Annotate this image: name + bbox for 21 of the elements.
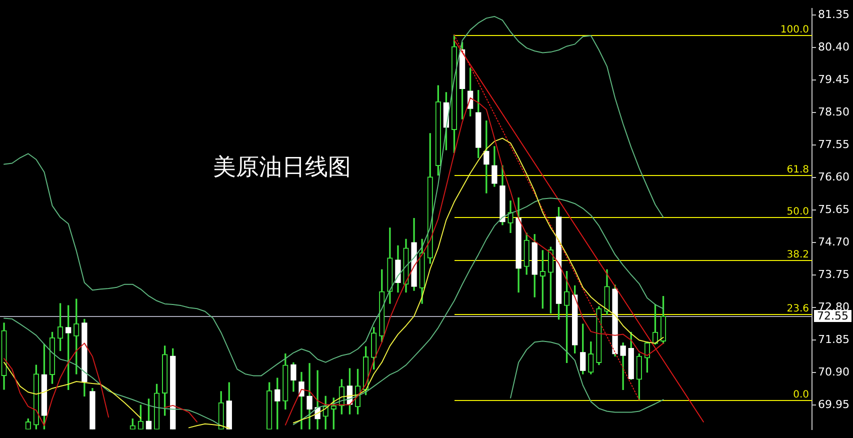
annotation: 50.0 — [786, 206, 809, 218]
ref-line-label: 72.55 — [817, 309, 848, 322]
y-tick-label: 69.95 — [818, 398, 850, 411]
y-tick-label: 71.85 — [818, 332, 850, 346]
text: 美原油日线图 — [213, 154, 351, 181]
annotation: 0.0 — [793, 390, 809, 401]
annotation: 100.0 — [780, 24, 809, 36]
y-tick-label: 81.35 — [818, 8, 850, 21]
y-tick-label: 75.65 — [818, 202, 850, 216]
annotation: 23.6 — [786, 304, 809, 315]
y-tick-label: 70.90 — [818, 365, 850, 378]
annotation: 38.2 — [786, 250, 809, 261]
y-tick-label: 79.45 — [818, 72, 850, 86]
y-tick-label: 77.55 — [818, 138, 850, 151]
y-tick-label: 80.40 — [818, 40, 850, 54]
candlestick — [620, 342, 626, 390]
y-tick-label: 73.75 — [818, 268, 850, 281]
y-tick-label: 76.60 — [818, 170, 850, 184]
annotation: 61.8 — [786, 164, 809, 176]
y-tick-label: 74.70 — [818, 235, 850, 248]
y-tick-label: 78.50 — [818, 105, 850, 118]
